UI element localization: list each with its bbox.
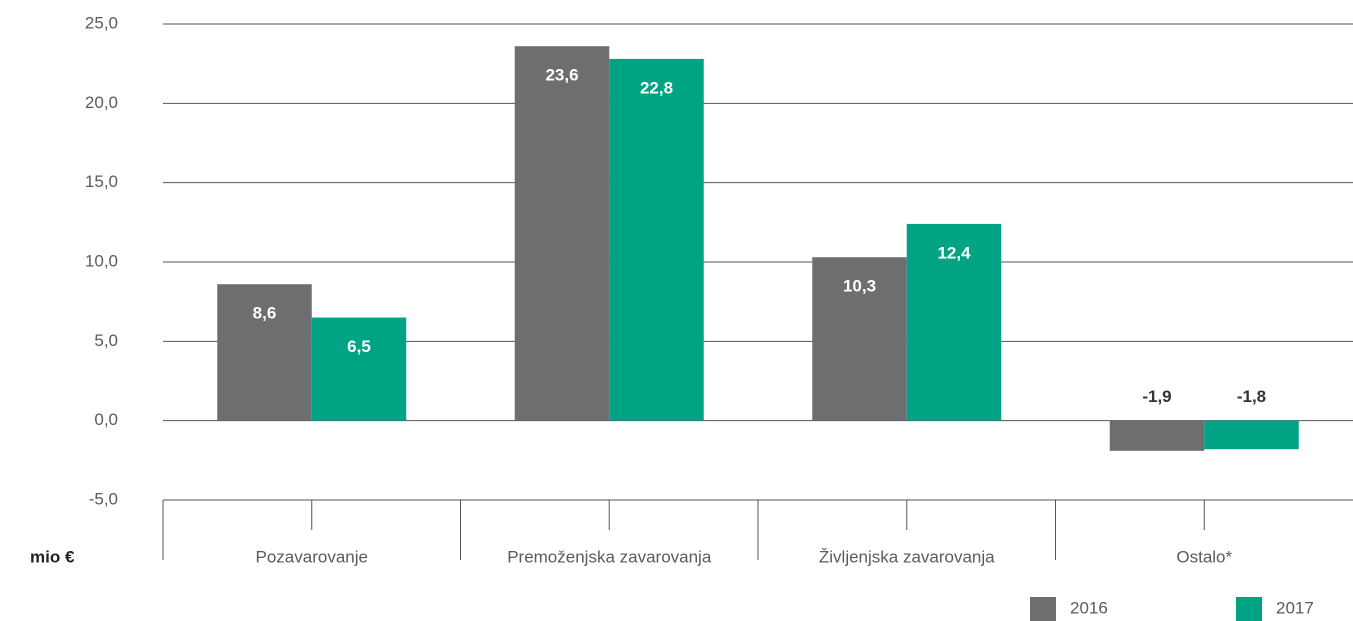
legend-label: 2016	[1070, 598, 1108, 617]
y-axis-label: mio €	[30, 547, 75, 566]
data-label: -1,8	[1237, 387, 1266, 406]
data-label: 10,3	[843, 277, 876, 296]
y-tick-label: -5,0	[89, 489, 118, 508]
legend-label: 2017	[1276, 598, 1314, 617]
y-tick-label: 20,0	[85, 93, 118, 112]
y-tick-label: 10,0	[85, 251, 118, 270]
y-tick-label: 0,0	[94, 410, 118, 429]
bar	[1204, 420, 1299, 450]
bar	[311, 317, 407, 421]
data-label: -1,9	[1142, 387, 1171, 406]
x-tick-label: Pozavarovanje	[256, 547, 368, 566]
data-label: 8,6	[253, 304, 277, 323]
data-label: 6,5	[347, 337, 371, 356]
x-tick-label: Premoženjska zavarovanja	[507, 547, 712, 566]
data-label: 23,6	[545, 66, 578, 85]
legend-swatch	[1030, 597, 1056, 621]
bar	[1109, 420, 1205, 451]
legend-swatch	[1236, 597, 1262, 621]
y-tick-label: 5,0	[94, 331, 118, 350]
bar	[514, 46, 610, 421]
bar	[609, 58, 704, 421]
x-tick-label: Življenjska zavarovanja	[819, 547, 995, 566]
x-tick-label: Ostalo*	[1176, 547, 1232, 566]
bar	[906, 223, 1002, 421]
bar	[217, 284, 312, 421]
y-tick-label: 25,0	[85, 13, 118, 32]
bar	[812, 257, 907, 421]
data-label: 12,4	[937, 243, 971, 262]
data-label: 22,8	[640, 78, 673, 97]
y-tick-label: 15,0	[85, 172, 118, 191]
